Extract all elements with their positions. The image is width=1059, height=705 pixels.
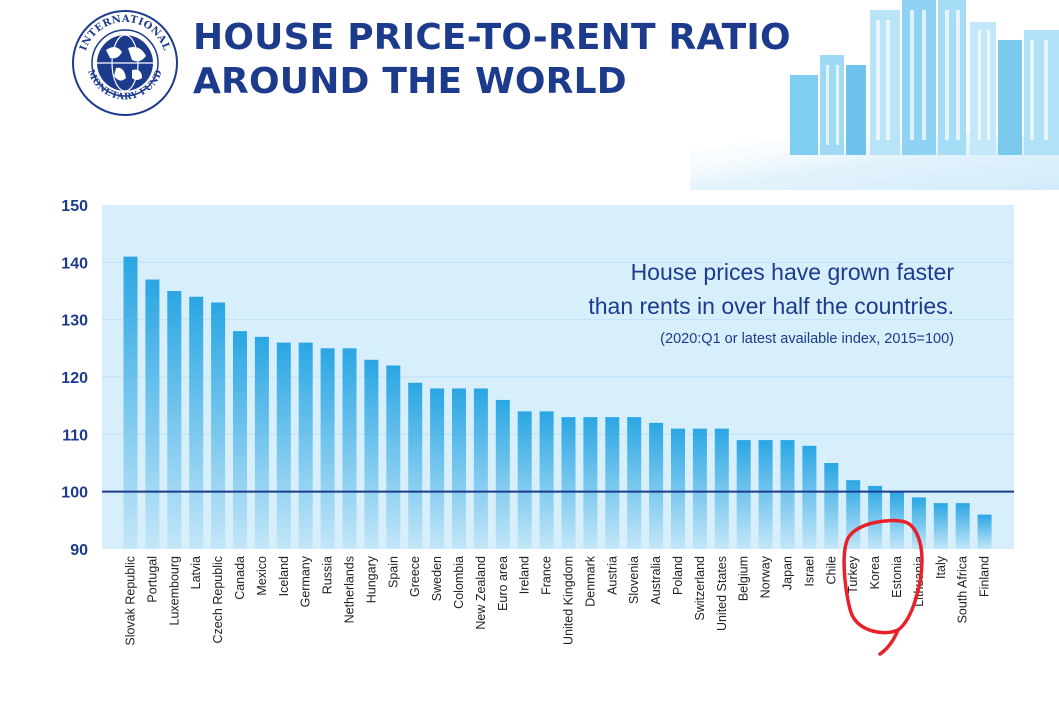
x-tick-label: Latvia: [189, 556, 203, 589]
x-tick-label: Norway: [759, 555, 773, 598]
x-tick-label: Finland: [978, 556, 992, 597]
bar: [298, 342, 313, 549]
x-tick-label: Korea: [868, 556, 882, 589]
bar: [561, 417, 576, 549]
bar: [649, 422, 664, 549]
x-tick-label: New Zealand: [474, 556, 488, 630]
header: INTERNATIONAL MONETARY FUND HOUSE PRICE-…: [0, 0, 1059, 190]
bar: [539, 411, 554, 549]
bar: [452, 388, 466, 549]
bar: [758, 440, 773, 549]
bar: [430, 388, 445, 549]
bar: [671, 428, 685, 549]
bar: [342, 348, 357, 549]
annotation-note: (2020:Q1 or latest available index, 2015…: [660, 331, 954, 347]
x-tick-label: Italy: [934, 555, 948, 579]
x-tick-label: Turkey: [846, 555, 860, 593]
x-tick-label: Slovak Republic: [124, 556, 138, 646]
title-line-2: AROUND THE WORLD: [193, 61, 627, 102]
x-tick-label: South Africa: [956, 556, 970, 623]
x-tick-label: Luxembourg: [167, 556, 181, 626]
x-tick-label: Denmark: [583, 555, 597, 606]
bar: [408, 382, 423, 549]
bar: [386, 365, 401, 549]
x-tick-label: Australia: [649, 556, 663, 605]
bar: [780, 440, 795, 549]
bar: [473, 388, 488, 549]
y-tick-label: 140: [61, 255, 88, 272]
x-tick-label: Slovenia: [627, 556, 641, 604]
x-tick-label: Israel: [802, 556, 816, 587]
bar: [627, 417, 642, 549]
x-tick-label: Greece: [408, 556, 422, 597]
x-tick-label: United States: [715, 556, 729, 631]
bar: [167, 291, 182, 549]
bar: [276, 342, 291, 549]
x-tick-label: Hungary: [364, 555, 378, 603]
highlight-annotation-circle: [842, 518, 924, 656]
bar: [846, 480, 861, 549]
bar: [320, 348, 335, 549]
page-title: HOUSE PRICE-TO-RENT RATIO AROUND THE WOR…: [193, 16, 791, 104]
x-tick-label: Netherlands: [343, 556, 357, 623]
x-tick-label: Spain: [386, 556, 400, 588]
x-tick-label: Portugal: [145, 556, 159, 603]
bar: [868, 485, 883, 549]
x-tick-label: Czech Republic: [211, 556, 225, 644]
city-skyline-illustration: [690, 0, 1059, 190]
bar: [824, 463, 839, 549]
bar: [364, 359, 379, 549]
x-tick-label: Mexico: [255, 556, 269, 596]
bar-chart: 90 100 110 120 130 140 150 Slovak Republic Port…: [61, 198, 1014, 656]
bar: [802, 445, 817, 549]
bar: [211, 302, 226, 549]
bar: [123, 256, 138, 549]
x-tick-label: Sweden: [430, 556, 444, 601]
x-tick-label: Austria: [605, 556, 619, 595]
bar: [955, 503, 970, 549]
x-tick-label: Belgium: [737, 556, 751, 601]
annotation-line-2: than rents in over half the countries.: [588, 293, 954, 319]
bar: [233, 331, 247, 549]
bar: [254, 336, 269, 549]
x-tick-label: Iceland: [277, 556, 291, 596]
bar: [736, 440, 751, 549]
x-tick-label: Poland: [671, 556, 685, 595]
annotation-line-1: House prices have grown faster: [630, 259, 954, 285]
y-tick-label: 150: [61, 198, 88, 215]
bar: [714, 428, 729, 549]
x-tick-label: Chile: [824, 556, 838, 585]
bar: [189, 296, 204, 549]
x-tick-label: Switzerland: [693, 556, 707, 621]
y-tick-label: 120: [61, 370, 88, 387]
x-tick-label: Estonia: [890, 556, 904, 598]
bar: [933, 503, 948, 549]
y-tick-label: 100: [61, 485, 88, 502]
bar: [911, 497, 926, 549]
x-tick-label: Germany: [299, 555, 313, 607]
bar: [977, 514, 992, 549]
x-tick-label: United Kingdom: [562, 556, 576, 645]
x-tick-label: Euro area: [496, 556, 510, 611]
bar: [517, 411, 532, 549]
x-tick-label: Ireland: [518, 556, 532, 594]
imf-seal-icon: INTERNATIONAL MONETARY FUND: [72, 10, 178, 116]
y-tick-label: 110: [62, 427, 88, 444]
x-tick-label: Colombia: [452, 556, 466, 609]
y-tick-label: 130: [61, 313, 88, 330]
y-tick-label: 90: [70, 542, 88, 559]
title-line-1: HOUSE PRICE-TO-RENT RATIO: [193, 17, 791, 58]
bar: [495, 399, 510, 549]
bar: [605, 417, 620, 549]
bar: [583, 417, 598, 549]
x-tick-label: Canada: [233, 556, 247, 600]
x-tick-label: Russia: [321, 556, 335, 594]
x-tick-label: France: [540, 556, 554, 595]
bar: [692, 428, 707, 549]
bar: [145, 279, 160, 549]
x-tick-label: Japan: [781, 556, 795, 590]
